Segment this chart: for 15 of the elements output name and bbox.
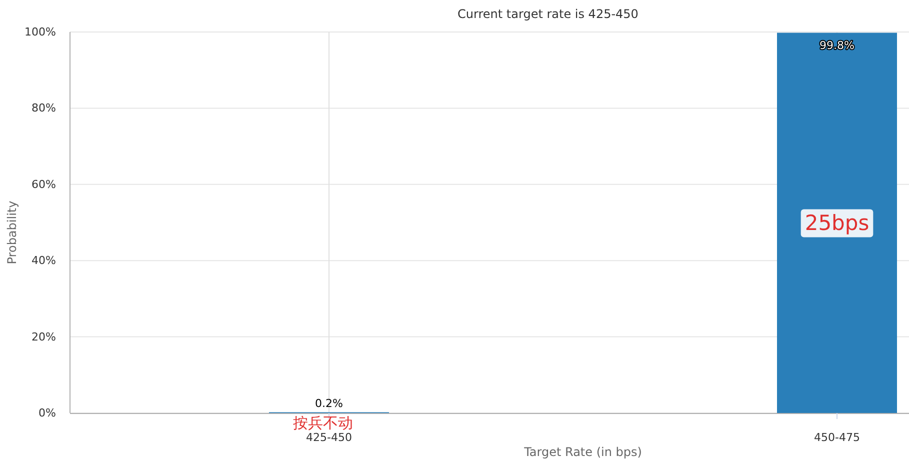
data-label: 99.8% bbox=[820, 38, 854, 52]
annotation: 25bps bbox=[804, 211, 870, 236]
y-tick-label: 20% bbox=[32, 330, 56, 344]
y-tick-label: 100% bbox=[24, 26, 56, 39]
y-tick-label: 0% bbox=[38, 406, 56, 420]
x-tick-label: 450-475 bbox=[814, 430, 860, 444]
text: 按兵不动 bbox=[293, 414, 353, 432]
x-tick-label: 425-450 bbox=[306, 430, 352, 444]
y-axis-title: Probability bbox=[5, 200, 19, 264]
data-label: 0.2% bbox=[315, 397, 343, 410]
y-tick-label: 80% bbox=[32, 102, 56, 115]
y-tick-label: 60% bbox=[32, 178, 56, 191]
chart-title: Current target rate is 425-450 bbox=[458, 7, 638, 21]
y-tick-label: 40% bbox=[32, 254, 56, 268]
x-axis-title: Target Rate (in bps) bbox=[523, 445, 642, 459]
